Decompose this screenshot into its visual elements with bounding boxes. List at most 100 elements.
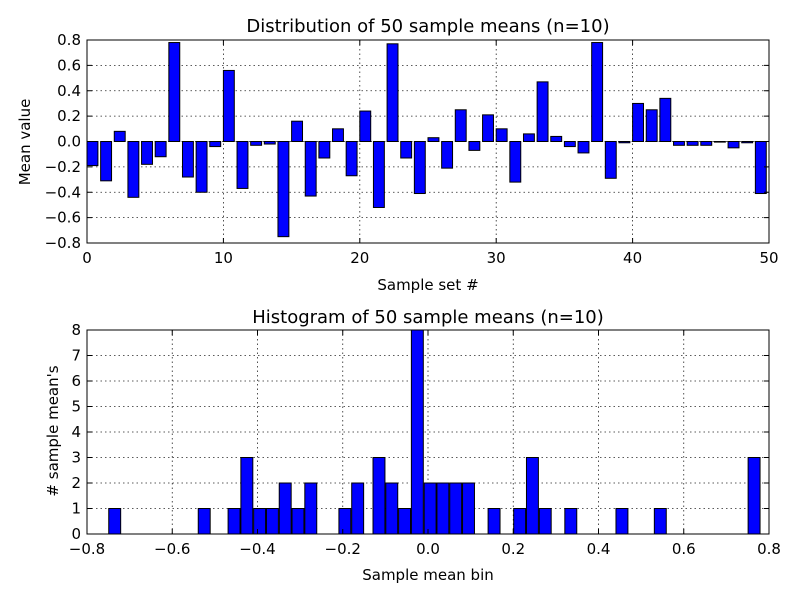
chart1-bar	[318, 141, 331, 159]
chart2-y-axis-label: # sample mean's	[44, 365, 62, 496]
chart1-bar	[427, 137, 440, 143]
chart2-bar	[410, 329, 424, 535]
chart1-ytick-label: 0.8	[57, 31, 81, 49]
chart1-bar	[686, 141, 699, 146]
chart1-bar	[195, 141, 208, 193]
chart2-axes-frame	[86, 329, 770, 535]
chart1-xtick-label: 10	[214, 249, 233, 267]
chart1-y-axis-label: Mean value	[16, 99, 34, 186]
chart1-bar	[659, 97, 672, 143]
chart1-xtick-label: 40	[623, 249, 642, 267]
chart2-bar	[265, 508, 279, 535]
chart2-bar	[653, 508, 667, 535]
chart1-bar	[713, 141, 726, 143]
chart2-xtick-label: 0.2	[501, 540, 525, 558]
chart1-bar	[741, 141, 754, 144]
chart2-xtick-label: 0.6	[672, 540, 696, 558]
chart1-bar	[550, 135, 563, 143]
chart1-bars	[86, 42, 767, 238]
chart2-ytick-label: 3	[71, 449, 81, 467]
chart2-ytick-label: 4	[71, 423, 81, 441]
chart2-bar	[398, 508, 412, 535]
chart1-ytick-label: −0.6	[45, 209, 81, 227]
chart2-ticks: −0.8 −0.6 −0.4 −0.2 0.0 0.2 0.4 0.6 0.8 0 1 2 3 4 5 6 7 8	[69, 321, 781, 558]
chart1-ticks: 0 10 20 30 40 50 −0.8 −0.6 −0.4 −0.2 0.0 0.2 0.4 0.6 0…	[45, 31, 779, 267]
chart2-ytick-label: 1	[71, 500, 81, 518]
chart2-bar	[338, 508, 352, 535]
chart1-bar	[536, 81, 549, 142]
chart1-bar	[400, 141, 413, 159]
chart2-xtick-label: 0.0	[416, 540, 440, 558]
chart1-xtick-label: 30	[487, 249, 506, 267]
chart1-xtick-label: 50	[759, 249, 778, 267]
chart2-bar	[525, 457, 539, 535]
chart1-bar	[154, 141, 167, 158]
chart2-ytick-label: 2	[71, 474, 81, 492]
chart2-bar	[436, 482, 450, 535]
chart1-bar	[509, 141, 522, 183]
chart1-bar	[100, 141, 113, 182]
chart2-bar	[351, 482, 365, 535]
chart2-bar	[197, 508, 211, 535]
chart2-bar	[385, 482, 399, 535]
chart1-bar	[468, 141, 481, 151]
chart2-xtick-label: −0.6	[154, 540, 190, 558]
chart1-bar	[277, 141, 290, 238]
chart2-xtick-label: 0.4	[587, 540, 611, 558]
chart2-ytick-label: 8	[71, 321, 81, 339]
chart2-bar	[227, 508, 241, 535]
chart1-xtick-label: 20	[350, 249, 369, 267]
chart2-xtick-label: −0.4	[239, 540, 275, 558]
chart1-bar	[522, 133, 535, 142]
chart1-bar	[482, 114, 494, 142]
chart1-bar	[604, 141, 617, 179]
chart1-bar	[413, 141, 426, 195]
chart1-bar	[632, 102, 645, 142]
chart2-bar	[372, 457, 386, 535]
chart2-xtick-label: −0.8	[69, 540, 105, 558]
chart1-bar	[495, 128, 508, 142]
chart1-bar	[86, 141, 99, 167]
chart1-bar	[181, 141, 194, 178]
chart2-bar	[564, 508, 578, 535]
chart1-bar	[700, 141, 713, 146]
chart1-bar	[618, 141, 631, 144]
chart2-bar	[538, 508, 552, 535]
sample-means-bar-chart: Distribution of 50 sample means (n=10) S…	[16, 16, 779, 294]
chart1-ytick-label: 0.2	[57, 107, 81, 125]
chart1-bar	[345, 141, 358, 177]
chart2-x-axis-label: Sample mean bin	[362, 566, 494, 584]
chart1-ytick-label: −0.8	[45, 234, 81, 252]
chart2-ytick-label: 0	[71, 525, 81, 543]
chart1-bar	[441, 141, 454, 169]
chart1-bar	[359, 110, 372, 143]
chart1-bar	[236, 141, 249, 189]
chart1-bar	[332, 128, 344, 142]
chart2-xtick-label: 0.8	[757, 540, 781, 558]
chart1-bar	[645, 109, 658, 142]
chart2-bar	[253, 508, 267, 535]
chart1-ytick-label: 0.6	[57, 56, 81, 74]
chart2-title: Histogram of 50 sample means (n=10)	[252, 307, 604, 328]
chart2-bar	[487, 508, 501, 535]
chart1-bar	[113, 130, 126, 143]
chart1-bar	[372, 141, 385, 208]
chart1-bar	[754, 141, 767, 195]
chart2-ytick-label: 5	[71, 398, 81, 416]
chart1-axes-frame	[86, 39, 770, 244]
chart1-bar	[591, 42, 604, 142]
chart2-bar	[278, 482, 292, 535]
chart1-bar	[454, 109, 467, 142]
chart2-bar	[747, 457, 761, 535]
chart1-bar	[168, 42, 181, 142]
chart1-bar	[263, 141, 276, 145]
chart2-bar	[304, 482, 318, 535]
chart1-bar	[209, 141, 222, 148]
histogram-chart: Histogram of 50 sample means (n=10) Samp…	[44, 307, 781, 584]
chart1-bar	[291, 120, 304, 142]
chart2-bar	[462, 482, 475, 535]
chart2-xtick-label: −0.2	[325, 540, 361, 558]
chart1-bar	[141, 141, 153, 165]
chart1-bar	[304, 141, 317, 197]
